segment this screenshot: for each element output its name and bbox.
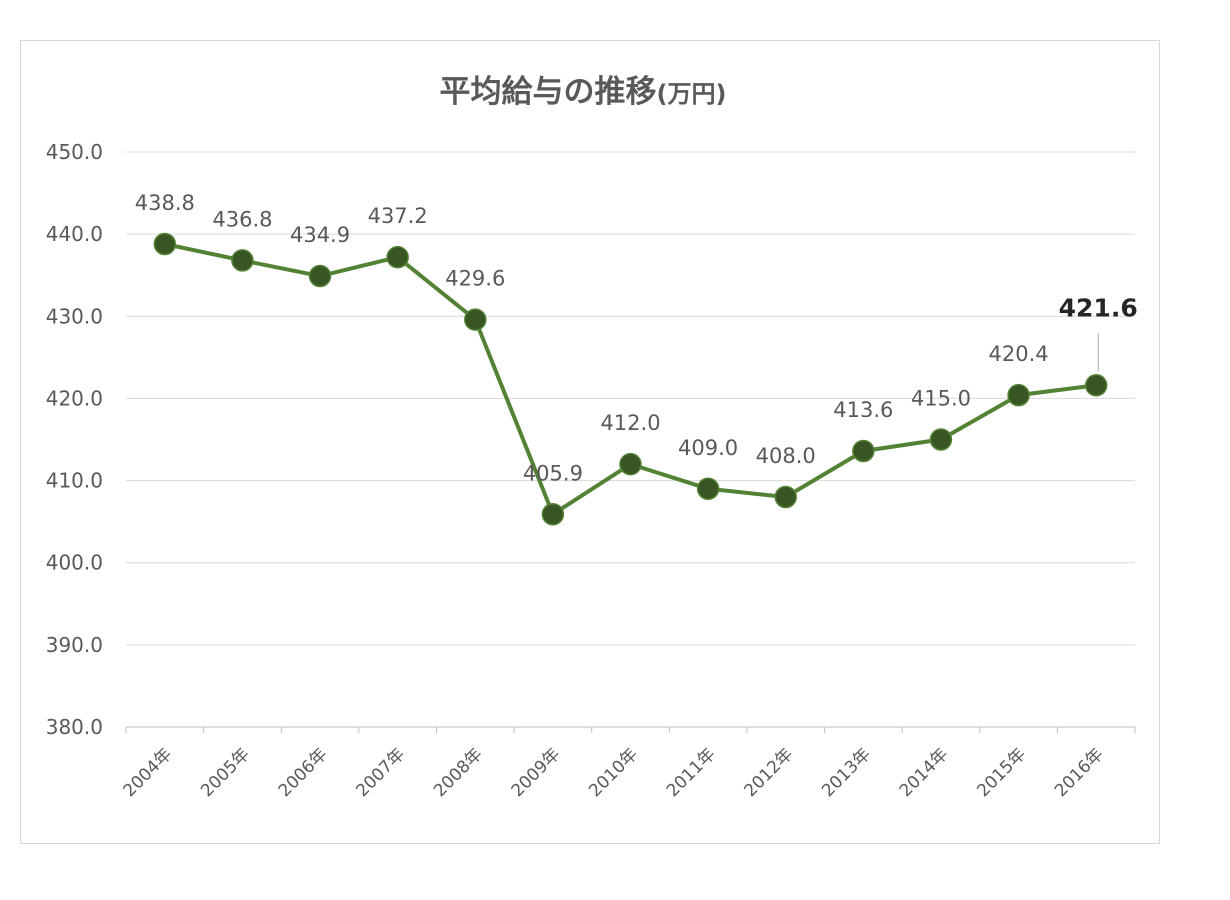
data-point bbox=[541, 503, 565, 526]
data-point bbox=[1084, 374, 1108, 397]
y-tick-label: 430.0 bbox=[46, 304, 103, 328]
x-tick-label: 2008年 bbox=[430, 744, 487, 801]
data-label: 413.6 bbox=[833, 398, 893, 422]
x-tick-label: 2005年 bbox=[197, 744, 254, 801]
y-tick-label: 400.0 bbox=[46, 551, 103, 575]
data-label-highlight: 421.6 bbox=[1059, 293, 1138, 322]
data-label: 434.9 bbox=[290, 223, 350, 247]
data-labels: 438.8 436.8 434.9 437.2 429.6 405.9 412.0 409.0… bbox=[135, 191, 1138, 485]
data-point bbox=[1007, 383, 1030, 407]
x-tick-label: 2006年 bbox=[275, 744, 332, 801]
chart-frame bbox=[20, 40, 1160, 844]
data-label: 429.6 bbox=[445, 267, 505, 291]
data-point bbox=[696, 477, 720, 501]
y-tick-label: 440.0 bbox=[46, 222, 103, 246]
x-tick-label: 2004年 bbox=[120, 744, 177, 801]
data-label: 438.8 bbox=[135, 191, 195, 215]
chart-title: 平均給与の推移(万円) bbox=[440, 74, 727, 110]
x-axis bbox=[125, 726, 1136, 733]
data-point bbox=[852, 439, 875, 463]
data-point bbox=[153, 232, 177, 256]
data-point bbox=[231, 249, 254, 272]
data-label: 412.0 bbox=[600, 411, 660, 435]
data-point bbox=[619, 452, 642, 476]
y-tick-label: 450.0 bbox=[46, 140, 103, 164]
x-tick-label: 2015年 bbox=[973, 744, 1030, 801]
data-label: 405.9 bbox=[523, 461, 583, 485]
series-average-salary bbox=[153, 232, 1108, 526]
data-label: 409.0 bbox=[678, 436, 738, 460]
y-axis-labels: 380.0 390.0 400.0 410.0 420.0 430.0 440.0 450.0 bbox=[46, 140, 103, 739]
x-tick-label: 2013年 bbox=[818, 744, 875, 801]
gridlines bbox=[126, 151, 1135, 646]
x-tick-label: 2011年 bbox=[663, 744, 720, 801]
y-tick-label: 410.0 bbox=[46, 469, 103, 493]
y-tick-label: 390.0 bbox=[46, 633, 103, 657]
data-label: 437.2 bbox=[368, 204, 428, 228]
data-point bbox=[308, 264, 332, 288]
data-point bbox=[929, 428, 953, 451]
data-point bbox=[464, 308, 487, 331]
x-axis-labels: 2004年 2005年 2006年 2007年 2008年 2009年 2010年 2011年… bbox=[120, 744, 1108, 801]
data-label: 415.0 bbox=[911, 387, 971, 411]
data-point bbox=[386, 245, 409, 269]
x-tick-label: 2010年 bbox=[585, 744, 642, 801]
data-label: 420.4 bbox=[989, 342, 1049, 366]
x-tick-label: 2012年 bbox=[741, 744, 798, 801]
x-tick-label: 2007年 bbox=[352, 744, 409, 801]
x-tick-label: 2009年 bbox=[508, 744, 565, 801]
y-tick-label: 420.0 bbox=[46, 386, 103, 410]
y-tick-label: 380.0 bbox=[46, 715, 103, 739]
x-tick-label: 2016年 bbox=[1051, 744, 1108, 801]
data-point bbox=[774, 485, 797, 509]
x-tick-label: 2014年 bbox=[896, 744, 953, 801]
data-label: 436.8 bbox=[212, 207, 272, 231]
data-label: 408.0 bbox=[756, 444, 816, 468]
